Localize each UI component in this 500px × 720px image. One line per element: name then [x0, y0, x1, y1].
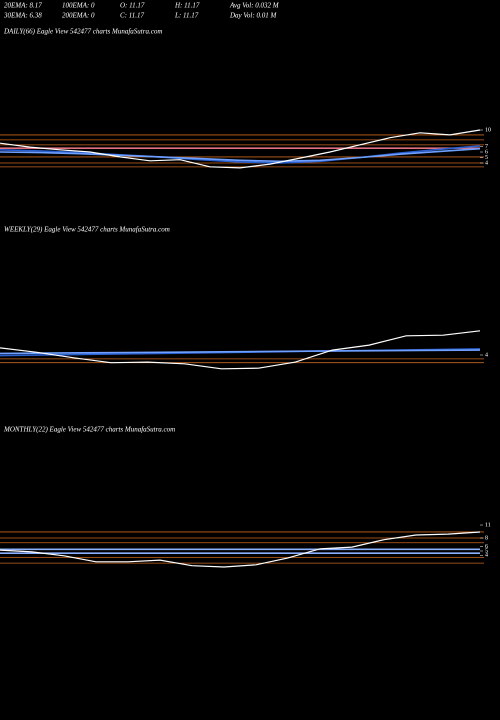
y-tick-label: 6: [485, 149, 488, 155]
panel-title: WEEKLY(29) Eagle View 542477 charts Muna…: [4, 226, 170, 234]
price-line: [0, 531, 481, 568]
header-stat: O: 11.17: [120, 2, 145, 10]
header-stat: 100EMA: 0: [62, 2, 95, 10]
header-stat: Avg Vol: 0.032 M: [229, 2, 280, 10]
price-line: [0, 129, 481, 169]
header-stat: 200EMA: 0: [62, 12, 95, 20]
header-stat: 20EMA: 8.17: [4, 2, 42, 10]
price-line: [0, 145, 481, 164]
y-tick-label: 6: [485, 544, 488, 550]
y-tick-label: 10: [485, 127, 491, 133]
y-tick-label: 4: [485, 160, 488, 166]
header-stat: 30EMA: 6.38: [3, 12, 42, 20]
header-stat: Day Vol: 0.01 M: [229, 12, 277, 20]
header-stat: C: 11.17: [120, 12, 144, 20]
y-tick-label: 4: [485, 553, 488, 559]
y-tick-label: 8: [485, 535, 488, 541]
header-stat: H: 11.17: [174, 2, 200, 10]
price-line: [0, 349, 481, 355]
y-tick-label: 5: [485, 155, 488, 161]
panel-title: MONTHLY(22) Eagle View 542477 charts Mun…: [3, 426, 175, 434]
y-tick-label: 7: [485, 144, 488, 150]
y-tick-label: 11: [485, 522, 491, 528]
header-stat: L: 11.17: [174, 12, 199, 20]
price-line: [0, 330, 481, 370]
price-line: [0, 147, 481, 163]
y-tick-label: 4: [485, 352, 488, 358]
panel-title: DAILY(66) Eagle View 542477 charts Munaf…: [3, 28, 162, 36]
y-tick-label: 5: [485, 548, 488, 554]
